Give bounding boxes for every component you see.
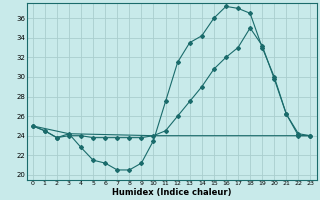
X-axis label: Humidex (Indice chaleur): Humidex (Indice chaleur): [112, 188, 231, 197]
